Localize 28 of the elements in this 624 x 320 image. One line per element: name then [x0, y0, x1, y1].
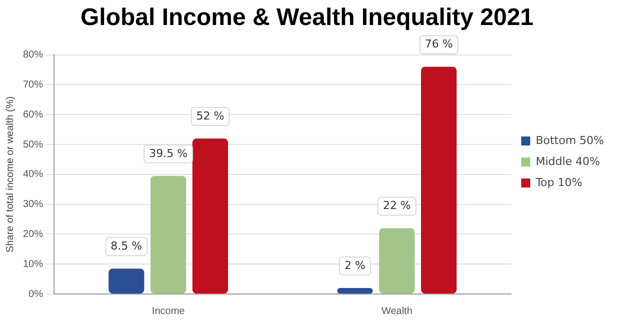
bar — [150, 176, 186, 294]
x-tick-label: Income — [152, 306, 186, 317]
y-tick-label: 10% — [23, 258, 44, 270]
legend-label: Top 10% — [534, 176, 582, 189]
y-tick-label: 70% — [23, 79, 44, 90]
bar — [192, 138, 228, 294]
legend-label: Middle 40% — [536, 154, 600, 168]
y-tick-label: 80% — [23, 50, 44, 61]
data-label: 76 % — [424, 38, 453, 51]
bar — [379, 228, 415, 294]
legend-label: Bottom 50% — [536, 134, 604, 147]
y-tick-label: 30% — [23, 199, 44, 210]
data-label: 8.5 % — [110, 239, 142, 252]
bar — [108, 268, 144, 294]
data-label: 52 % — [196, 109, 224, 122]
data-label: 2 % — [344, 258, 366, 272]
y-tick-label: 20% — [23, 228, 44, 240]
data-label: 39.5 % — [149, 146, 188, 160]
chart-title: Global Income & Wealth Inequality 2021 — [80, 4, 534, 32]
data-label: 22 % — [382, 199, 411, 212]
y-tick-label: 60% — [23, 109, 44, 120]
bar — [337, 288, 373, 294]
y-axis-title: Share of total income or wealth (%) — [4, 96, 16, 252]
y-tick-label: 40% — [23, 169, 44, 180]
y-tick-label: 50% — [23, 139, 44, 150]
y-tick-label: 0% — [28, 288, 44, 300]
bar — [421, 66, 457, 294]
x-tick-label: Wealth — [381, 306, 412, 317]
